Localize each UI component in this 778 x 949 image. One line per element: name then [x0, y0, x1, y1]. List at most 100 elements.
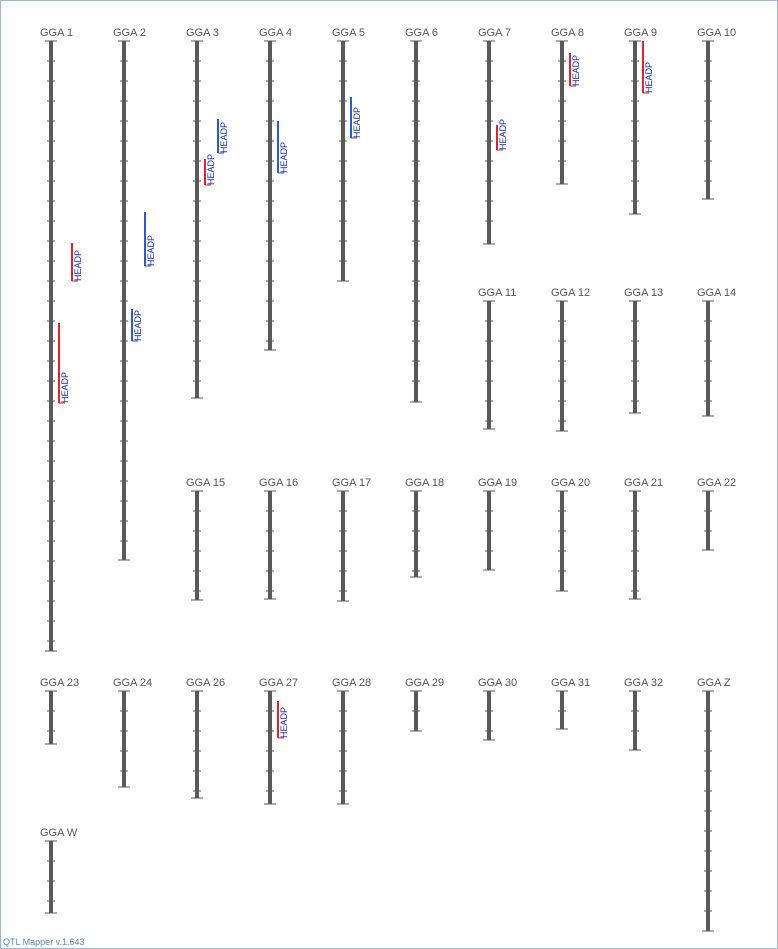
chromosome-gga-8: GGA 8 — [551, 27, 584, 185]
chromosome-label: GGA 13 — [624, 287, 663, 299]
chromosome-gga-13: GGA 13 — [624, 287, 663, 414]
chromosome-bar — [341, 691, 345, 804]
chromosome-label: GGA 27 — [259, 677, 298, 689]
chromosome-bar — [195, 691, 199, 798]
chromosome-label: GGA 18 — [405, 477, 444, 489]
qtl-trait-label[interactable]: HEADP — [146, 235, 156, 266]
qtl-marker[interactable]: HEADP — [569, 53, 581, 87]
chromosome-gga-2: GGA 2 — [113, 27, 146, 561]
chromosome-label: GGA 6 — [405, 27, 438, 39]
chromosome-label: GGA 14 — [697, 287, 736, 299]
qtl-marker[interactable]: HEADP — [496, 119, 508, 151]
chromosome-bar — [633, 301, 637, 413]
qtl-marker[interactable]: HEADP — [642, 41, 654, 94]
chromosome-gga-w: GGA W — [40, 827, 78, 914]
chromosome-label: GGA 1 — [40, 27, 73, 39]
qtl-trait-label[interactable]: HEADP — [571, 55, 581, 86]
chromosome-label: GGA 24 — [113, 677, 152, 689]
chromosome-gga-17: GGA 17 — [332, 477, 371, 602]
chromosome-bar — [487, 691, 491, 740]
chromosome-gga-6: GGA 6 — [405, 27, 438, 403]
qtl-marker[interactable]: HEADP — [277, 701, 289, 739]
qtl-trait-label[interactable]: HEADP — [219, 122, 229, 153]
chromosome-gga-18: GGA 18 — [405, 477, 444, 578]
chromosome-bar — [706, 41, 710, 199]
chromosome-label: GGA 10 — [697, 27, 736, 39]
chromosome-gga-22: GGA 22 — [697, 477, 736, 551]
chromosome-label: GGA 26 — [186, 677, 225, 689]
chromosome-bar — [49, 41, 53, 651]
chromosome-bar — [560, 491, 564, 591]
chromosome-bar — [49, 691, 53, 744]
chromosome-gga-7: GGA 7 — [478, 27, 511, 245]
chromosome-label: GGA 16 — [259, 477, 298, 489]
chromosome-label: GGA 4 — [259, 27, 292, 39]
chromosome-label: GGA 23 — [40, 677, 79, 689]
chromosome-bar — [341, 491, 345, 601]
qtl-marker[interactable]: HEADP — [144, 212, 156, 267]
chromosome-gga-32: GGA 32 — [624, 677, 663, 751]
chromosome-bar — [195, 491, 199, 600]
chromosome-gga-28: GGA 28 — [332, 677, 371, 805]
chromosome-label: GGA 21 — [624, 477, 663, 489]
chromosome-gga-12: GGA 12 — [551, 287, 590, 432]
chromosome-label: GGA 8 — [551, 27, 584, 39]
qtl-marker[interactable]: HEADP — [277, 121, 289, 174]
chromosome-gga-11: GGA 11 — [478, 287, 516, 430]
qtl-trait-label[interactable]: HEADP — [644, 62, 654, 93]
chromosome-bar — [633, 691, 637, 750]
chromosome-gga-4: GGA 4 — [259, 27, 292, 351]
chromosome-bar — [268, 41, 272, 350]
chromosome-bar — [633, 41, 637, 214]
chromosome-bar — [560, 301, 564, 431]
chromosome-gga-23: GGA 23 — [40, 677, 79, 745]
chromosome-gga-21: GGA 21 — [624, 477, 663, 600]
chromosome-bar — [122, 691, 126, 787]
qtl-trait-label[interactable]: HEADP — [73, 250, 83, 281]
qtl-marker[interactable]: HEADP — [71, 243, 83, 282]
chromosome-bar — [49, 841, 53, 913]
app-version-footer: QTL Mapper v.1.643 — [3, 937, 85, 947]
qtl-trait-label[interactable]: HEADP — [133, 310, 143, 341]
chromosome-label: GGA 2 — [113, 27, 146, 39]
chromosome-label: GGA 5 — [332, 27, 365, 39]
qtl-trait-label[interactable]: HEADP — [279, 707, 289, 738]
chromosome-label: GGA 11 — [478, 287, 516, 299]
chromosome-bar — [560, 691, 564, 729]
chromosome-gga-3: GGA 3 — [186, 27, 219, 399]
chromosome-label: GGA 32 — [624, 677, 663, 689]
chromosome-gga-16: GGA 16 — [259, 477, 298, 600]
chromosome-bar — [195, 41, 199, 398]
qtl-marker[interactable]: HEADP — [217, 119, 229, 154]
chromosome-gga-14: GGA 14 — [697, 287, 736, 417]
chromosome-label: GGA 19 — [478, 477, 517, 489]
qtl-marker[interactable]: HEADP — [204, 154, 216, 186]
qtl-marker[interactable]: HEADP — [58, 323, 70, 404]
qtl-trait-label[interactable]: HEADP — [498, 119, 508, 150]
qtl-trait-label[interactable]: HEADP — [206, 154, 216, 185]
chromosome-gga-9: GGA 9 — [624, 27, 657, 215]
chromosome-label: GGA 20 — [551, 477, 590, 489]
qtl-trait-label[interactable]: HEADP — [60, 372, 70, 403]
chromosome-label: GGA 28 — [332, 677, 371, 689]
qtl-marker[interactable]: HEADP — [350, 97, 362, 139]
chromosome-gga-20: GGA 20 — [551, 477, 590, 592]
qtl-marker[interactable]: HEADP — [131, 309, 143, 342]
qtl-trait-label[interactable]: HEADP — [352, 107, 362, 138]
chromosome-label: GGA 15 — [186, 477, 225, 489]
chromosome-label: GGA 31 — [551, 677, 590, 689]
chromosome-bar — [706, 491, 710, 550]
qtl-trait-label[interactable]: HEADP — [279, 142, 289, 173]
chromosome-label: GGA 17 — [332, 477, 371, 489]
chromosome-gga-24: GGA 24 — [113, 677, 152, 788]
chromosome-label: GGA 3 — [186, 27, 219, 39]
chromosome-bar — [633, 491, 637, 599]
chromosome-bar — [487, 41, 491, 244]
chromosome-bar — [268, 491, 272, 599]
chromosome-label: GGA Z — [697, 677, 731, 689]
chromosome-label: GGA W — [40, 827, 78, 839]
chromosome-label: GGA 12 — [551, 287, 590, 299]
chromosome-gga-z: GGA Z — [697, 677, 731, 932]
